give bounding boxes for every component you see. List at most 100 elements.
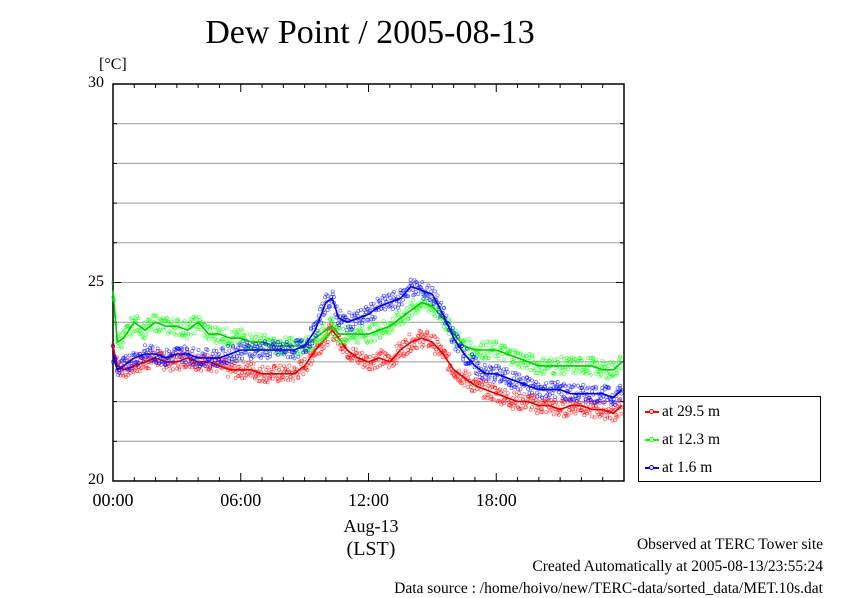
y-tick-label: 30 <box>88 74 104 91</box>
data-point <box>140 365 145 370</box>
x-tick-label: 18:00 <box>475 490 517 510</box>
data-point <box>615 414 620 419</box>
data-point <box>510 406 515 411</box>
data-point <box>137 369 142 374</box>
data-point <box>463 339 468 344</box>
data-point <box>464 346 469 351</box>
data-point <box>204 364 209 369</box>
data-point <box>240 356 245 361</box>
legend-label: at 12.3 m <box>662 431 721 448</box>
data-point <box>449 339 454 344</box>
data-point <box>593 357 598 362</box>
data-point <box>149 327 154 332</box>
data-point <box>277 378 282 383</box>
data-point <box>420 280 425 285</box>
data-point <box>233 358 238 363</box>
data-point <box>251 361 256 366</box>
data-point <box>450 326 455 331</box>
data-point <box>481 343 486 348</box>
data-point <box>381 330 386 335</box>
data-point <box>128 333 133 338</box>
data-point <box>145 348 150 353</box>
data-point <box>467 372 472 377</box>
data-point <box>292 356 297 361</box>
data-point <box>196 347 201 352</box>
data-point <box>611 360 616 365</box>
data-point <box>393 353 398 358</box>
data-point <box>310 341 315 346</box>
data-point <box>461 357 466 362</box>
data-point <box>558 372 563 377</box>
data-point <box>484 355 489 360</box>
data-point <box>500 371 505 376</box>
legend-item-29-5m: at 29.5 m <box>645 403 720 421</box>
data-point <box>514 372 519 377</box>
data-point <box>613 418 618 423</box>
data-point <box>484 343 489 348</box>
data-point <box>243 350 248 355</box>
data-point <box>286 355 291 360</box>
data-point <box>514 382 519 387</box>
data-point <box>136 361 141 366</box>
data-point <box>205 347 210 352</box>
data-point <box>194 314 199 319</box>
data-point <box>521 397 526 402</box>
data-point <box>434 347 439 352</box>
data-point <box>332 326 337 331</box>
data-point <box>292 365 297 370</box>
data-point <box>377 298 382 303</box>
data-point <box>553 372 558 377</box>
data-point <box>457 330 462 335</box>
data-point <box>372 365 377 370</box>
data-point <box>535 371 540 376</box>
data-point <box>177 367 182 372</box>
data-point <box>363 310 368 315</box>
data-point <box>360 321 365 326</box>
data-point <box>402 288 407 293</box>
data-point <box>463 370 468 375</box>
data-point <box>455 373 460 378</box>
chart-title: Dew Point / 2005-08-13 <box>205 14 535 51</box>
data-point <box>247 332 252 337</box>
data-point <box>565 413 570 418</box>
data-point <box>395 305 400 310</box>
data-point <box>352 311 357 316</box>
data-point <box>432 334 437 339</box>
data-point <box>425 329 430 334</box>
data-point <box>286 378 291 383</box>
legend: at 29.5 m at 12.3 m at 1.6 m <box>638 396 821 482</box>
data-point <box>394 343 399 348</box>
data-point <box>208 365 213 370</box>
data-point <box>395 312 400 317</box>
data-point <box>369 338 374 343</box>
data-point <box>527 391 532 396</box>
data-point <box>225 361 230 366</box>
data-point <box>222 360 227 365</box>
data-point <box>177 355 182 360</box>
data-point <box>144 332 149 337</box>
data-point <box>510 370 515 375</box>
data-point <box>522 392 527 397</box>
data-point <box>600 389 605 394</box>
data-point <box>496 356 501 361</box>
data-point <box>367 308 372 313</box>
data-point <box>357 351 362 356</box>
series-line <box>112 285 623 399</box>
data-point <box>395 294 400 299</box>
data-point <box>492 353 497 358</box>
data-point <box>179 347 184 352</box>
data-point <box>215 338 220 343</box>
data-point <box>320 301 325 306</box>
data-point <box>538 369 543 374</box>
data-point <box>261 353 266 358</box>
data-point <box>247 353 252 358</box>
data-point <box>615 367 620 372</box>
data-point <box>584 411 589 416</box>
data-point <box>367 326 372 331</box>
data-point <box>340 327 345 332</box>
data-point <box>398 352 403 357</box>
data-point <box>501 357 506 362</box>
data-point <box>371 301 376 306</box>
data-point <box>265 365 270 370</box>
data-point <box>250 335 255 340</box>
